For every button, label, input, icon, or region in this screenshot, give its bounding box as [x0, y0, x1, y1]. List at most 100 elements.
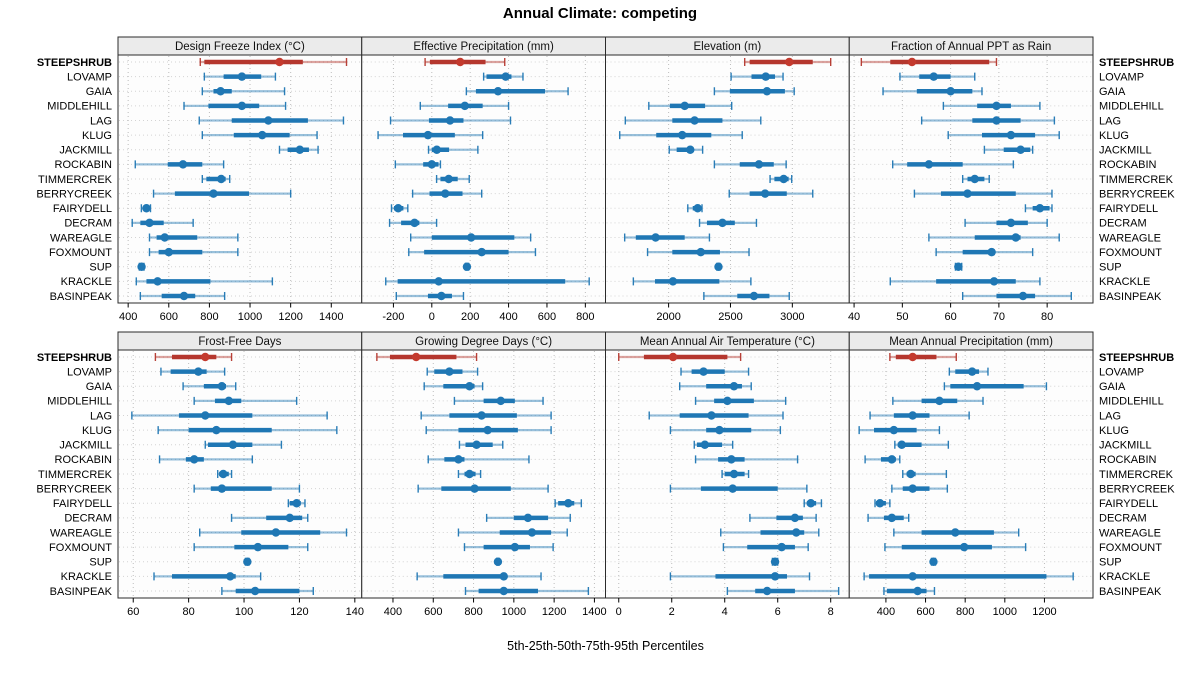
median-dot [762, 87, 772, 96]
axis-tick-label: 1400 [319, 311, 343, 323]
axis-tick-label: 60 [127, 606, 139, 618]
percentile-row-krackle [385, 277, 590, 286]
percentile-row-fairydell [874, 499, 891, 508]
row-label-right-fairydell: FAIRYDELL [1099, 203, 1158, 215]
median-dot [523, 513, 533, 523]
row-label-right-wareagle: WAREAGLE [1099, 527, 1161, 539]
panel-header: Design Freeze Index (°C) [175, 41, 305, 53]
percentile-row-krackle [889, 277, 1041, 286]
median-dot [295, 145, 304, 154]
median-dot [564, 499, 573, 508]
median-dot [201, 411, 210, 420]
percentile-row-jackmill [458, 440, 504, 449]
median-dot [477, 247, 486, 257]
median-dot [228, 440, 238, 449]
row-label-left-wareagle: WAREAGLE [50, 527, 112, 539]
percentile-row-krackle [632, 277, 752, 286]
median-dot [906, 469, 915, 479]
median-dot [887, 513, 897, 523]
median-dot [715, 425, 724, 435]
median-dot [465, 382, 474, 391]
percentile-row-decram [867, 513, 910, 523]
median-dot [437, 291, 446, 301]
median-dot [967, 367, 977, 376]
median-dot [145, 218, 154, 228]
percentile-row-foxmount [463, 542, 554, 552]
median-dot [510, 542, 520, 552]
percentile-row-steepshrub [889, 352, 957, 362]
median-dot [785, 57, 794, 67]
row-label-left-decram: DECRAM [64, 218, 112, 230]
median-dot [217, 484, 227, 493]
row-label-left-steepshrub: STEEPSHRUB [37, 57, 112, 69]
percentile-row-sup [714, 262, 723, 271]
row-label-right-lovamp: LOVAMP [1099, 71, 1144, 83]
percentile-row-lag [389, 116, 512, 125]
axis-tick-label: 800 [200, 311, 218, 323]
panel-design-freeze-index-c: Design Freeze Index (°C) 400 600 800 1000 120… [117, 36, 363, 323]
median-dot [237, 72, 247, 81]
axis-tick-label: 600 [538, 311, 556, 323]
row-label-left-foxmount: FOXMOUNT [49, 542, 112, 554]
row-label-left-klug: KLUG [82, 425, 112, 437]
median-dot [651, 233, 660, 242]
percentile-row-foxmount [722, 542, 809, 552]
row-label-left-berrycreek: BERRYCREEK [36, 483, 112, 495]
median-dot [935, 396, 944, 406]
median-dot [1011, 233, 1020, 242]
median-dot [887, 455, 897, 464]
median-dot [243, 557, 252, 566]
axis-tick-label: 4 [722, 606, 728, 618]
percentile-row-wareagle [623, 233, 711, 242]
panel-growing-degree-days-c: Growing Degree Days (°C) 400 600 800 1000 120… [361, 331, 607, 618]
median-dot [1018, 291, 1028, 301]
row-label-left-basinpeak: BASINPEAK [50, 586, 113, 598]
percentile-row-fairydell [687, 204, 703, 213]
percentile-row-sup [137, 262, 146, 271]
row-label-left-wareagle: WAREAGLE [50, 232, 112, 244]
median-dot [913, 586, 922, 596]
percentile-row-klug [377, 130, 484, 140]
row-label-left-klug: KLUG [82, 130, 112, 142]
row-label-right-fairydell: FAIRYDELL [1099, 498, 1158, 510]
percentile-row-decram [485, 513, 571, 523]
panel-effective-precipitation-mm: Effective Precipitation (mm) -200 0 200 400 6… [361, 36, 606, 323]
percentile-row-timmercrek [721, 469, 750, 479]
percentile-row-lag [920, 116, 1056, 125]
median-dot [761, 72, 770, 81]
median-dot [749, 291, 759, 301]
percentile-row-lovamp [203, 72, 277, 81]
median-dot [423, 130, 433, 140]
median-dot [714, 262, 723, 271]
row-label-right-decram: DECRAM [1099, 218, 1147, 230]
percentile-row-lovamp [160, 367, 226, 376]
percentile-row-steepshrub [743, 57, 832, 67]
row-label-left-krackle: KRACKLE [61, 276, 112, 288]
row-label-right-gaia: GAIA [1099, 381, 1126, 393]
axis-tick-label: 80 [1041, 311, 1053, 323]
percentile-row-fairydell [140, 204, 152, 213]
median-dot [792, 528, 801, 537]
median-dot [897, 440, 906, 449]
median-dot [209, 189, 218, 198]
median-dot [137, 262, 146, 271]
median-dot [707, 411, 716, 420]
panel-header: Mean Annual Air Temperature (°C) [640, 336, 815, 348]
axis-tick-label: 2500 [718, 311, 742, 323]
median-dot [754, 160, 764, 169]
median-dot [762, 586, 772, 596]
row-label-left-rockabin: ROCKABIN [55, 454, 113, 466]
median-dot [972, 382, 982, 391]
percentile-row-steepshrub [860, 57, 998, 67]
percentile-row-lag [420, 411, 552, 420]
row-label-left-timmercrek: TIMMERCREK [38, 174, 113, 186]
median-dot [454, 455, 463, 464]
axis-tick-label: 1000 [993, 606, 1017, 618]
percentile-row-middlehill [694, 396, 787, 406]
median-dot [946, 87, 955, 96]
axis-tick-label: 3000 [780, 311, 804, 323]
percentile-row-middlehill [419, 101, 510, 111]
row-label-right-basinpeak: BASINPEAK [1099, 586, 1162, 598]
